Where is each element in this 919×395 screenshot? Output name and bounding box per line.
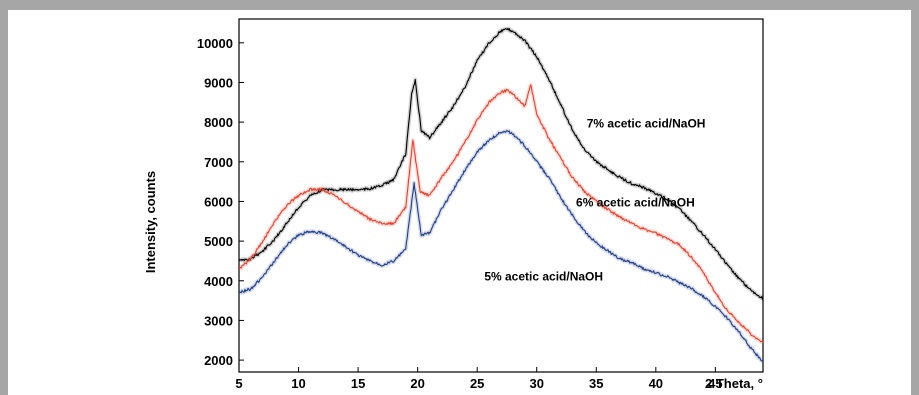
- series-line-2: [238, 84, 764, 343]
- series-halo-3: [237, 128, 765, 364]
- series-halo-1: [237, 26, 765, 301]
- y-axis-label: Intensity, counts: [143, 171, 158, 273]
- y-tick-label: 2000: [204, 353, 233, 368]
- x-tick-label: 35: [589, 376, 603, 391]
- y-tick-label: 10000: [197, 36, 233, 51]
- series-annotation-2: 6% acetic acid/NaOH: [576, 196, 695, 210]
- series-layer: [237, 26, 765, 364]
- series-annotation-3: 5% acetic acid/NaOH: [484, 269, 603, 283]
- y-tick-label: 8000: [204, 115, 233, 130]
- plot-area-border: [238, 18, 764, 373]
- x-axis-label: 2 Theta, °: [705, 376, 763, 391]
- x-tick-label: 10: [291, 376, 305, 391]
- x-tick-label: 20: [410, 376, 424, 391]
- x-tick-label: 25: [470, 376, 484, 391]
- y-tick-label: 6000: [204, 194, 233, 209]
- annotations: 7% acetic acid/NaOH 6% acetic acid/NaOH 5%…: [484, 116, 705, 283]
- y-tick-label: 7000: [204, 155, 233, 170]
- series-line-3: [238, 129, 764, 363]
- x-tick-label: 30: [529, 376, 543, 391]
- x-tick-label: 40: [649, 376, 663, 391]
- x-tick-label: 45: [708, 376, 722, 391]
- x-tick-label: 5: [235, 376, 242, 391]
- x-axis: 5 10 15 20 25 30 35 40 45: [235, 367, 723, 391]
- x-tick-label: 15: [351, 376, 365, 391]
- y-tick-label: 9000: [204, 75, 233, 90]
- y-tick-label: 4000: [204, 274, 233, 289]
- series-line-1: [238, 28, 764, 300]
- series-annotation-1: 7% acetic acid/NaOH: [587, 116, 706, 130]
- y-tick-label: 5000: [204, 234, 233, 249]
- y-axis: 2000 3000 4000 5000 6000 7000 8000 9000 10000: [197, 36, 244, 368]
- y-tick-label: 3000: [204, 313, 233, 328]
